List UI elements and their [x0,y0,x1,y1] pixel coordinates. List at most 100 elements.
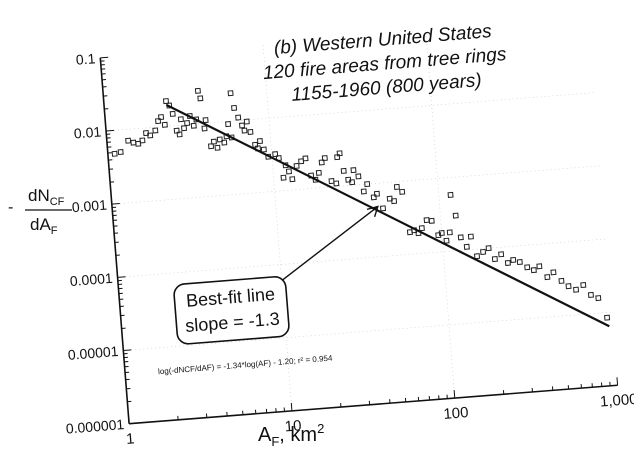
data-point [216,136,223,143]
data-point [155,118,162,125]
data-point [452,212,459,219]
data-point [169,110,176,117]
data-point [293,162,300,169]
data-point [177,116,184,123]
data-point [208,143,215,150]
data-points [111,87,611,321]
data-point [587,291,594,298]
data-point [302,155,309,162]
data-point [364,181,371,188]
y-tick-label: 0.001 [71,197,107,216]
data-point [544,274,551,281]
data-point [399,188,406,195]
data-point [272,151,279,158]
data-point [340,167,347,174]
x-tick-label: 10 [284,417,302,435]
best-fit-line [165,103,610,328]
y-gridline [111,165,601,205]
data-point [241,127,248,134]
data-point [373,190,380,197]
data-point [111,150,118,157]
data-point [289,176,296,183]
y-tick-label: 0.00001 [67,343,119,363]
data-point [550,269,557,276]
data-point [423,217,430,224]
y-gridline [106,92,595,132]
callout-arrowhead [366,205,379,218]
data-point [428,217,435,224]
y-gridline [123,311,612,351]
data-point [355,173,362,180]
data-point [147,132,154,139]
data-point [235,114,242,121]
y-tick-label: 0.01 [73,123,102,141]
data-point [228,134,235,141]
data-point [285,168,292,175]
callout-arrow [265,205,379,294]
data-point [333,180,340,187]
data-point [530,267,537,274]
data-point [457,234,464,241]
data-point [438,230,445,237]
y-axis-label-minus: - [8,199,13,216]
y-axis-label-numerator: dNCF [28,186,65,208]
x-axis [129,384,618,425]
data-point [247,128,254,135]
x-tick [127,415,130,424]
y-tick-label: 0.1 [75,50,96,67]
data-point [202,117,209,124]
y-axis [99,57,130,424]
data-point [176,131,183,138]
data-point [447,191,454,198]
fit-equation: log(-dNCF/dAF) = -1.34*log(AF) - 1.20; r… [158,354,333,377]
y-tick [117,276,126,278]
data-point [595,295,602,302]
data-point [350,167,357,174]
data-point [510,256,517,263]
data-point [194,87,201,94]
data-point [485,245,492,252]
data-point [498,251,505,258]
y-tick [111,203,120,205]
data-point [480,248,487,255]
data-point [474,253,481,260]
data-point [315,169,322,176]
data-point [260,146,267,153]
y-tick [106,129,115,132]
y-tick [129,422,138,425]
data-point [370,194,377,201]
y-gridline [117,238,607,278]
y-tick-label: 0.0001 [69,270,113,289]
data-point [280,174,287,181]
data-point [190,122,197,129]
data-point [516,259,523,266]
data-point [491,256,498,263]
data-point [158,114,165,121]
data-point [463,243,470,250]
data-point [210,138,217,145]
axis-ticks: 1 10 100 1,000 0.1 0.01 0.001 0.0001 0.00001 0.00… [65,50,634,448]
data-point [227,90,234,97]
y-tick-label: 0.000001 [65,416,125,437]
data-point [201,125,208,132]
data-point [225,121,232,128]
data-point [239,122,246,129]
x-tick [616,377,619,386]
data-point [336,150,343,157]
data-point [443,237,450,244]
data-point [467,233,474,240]
data-point [130,139,137,146]
x-gridline [262,44,293,411]
data-point [524,264,531,271]
data-point [139,137,146,144]
data-point [135,140,142,147]
data-point [152,127,159,134]
data-point [321,155,328,162]
callout-box [173,276,290,345]
x-tick [290,402,293,411]
y-tick [123,349,132,352]
data-point [125,137,132,144]
x-tick-label: 1 [125,430,135,448]
data-point [197,95,204,102]
